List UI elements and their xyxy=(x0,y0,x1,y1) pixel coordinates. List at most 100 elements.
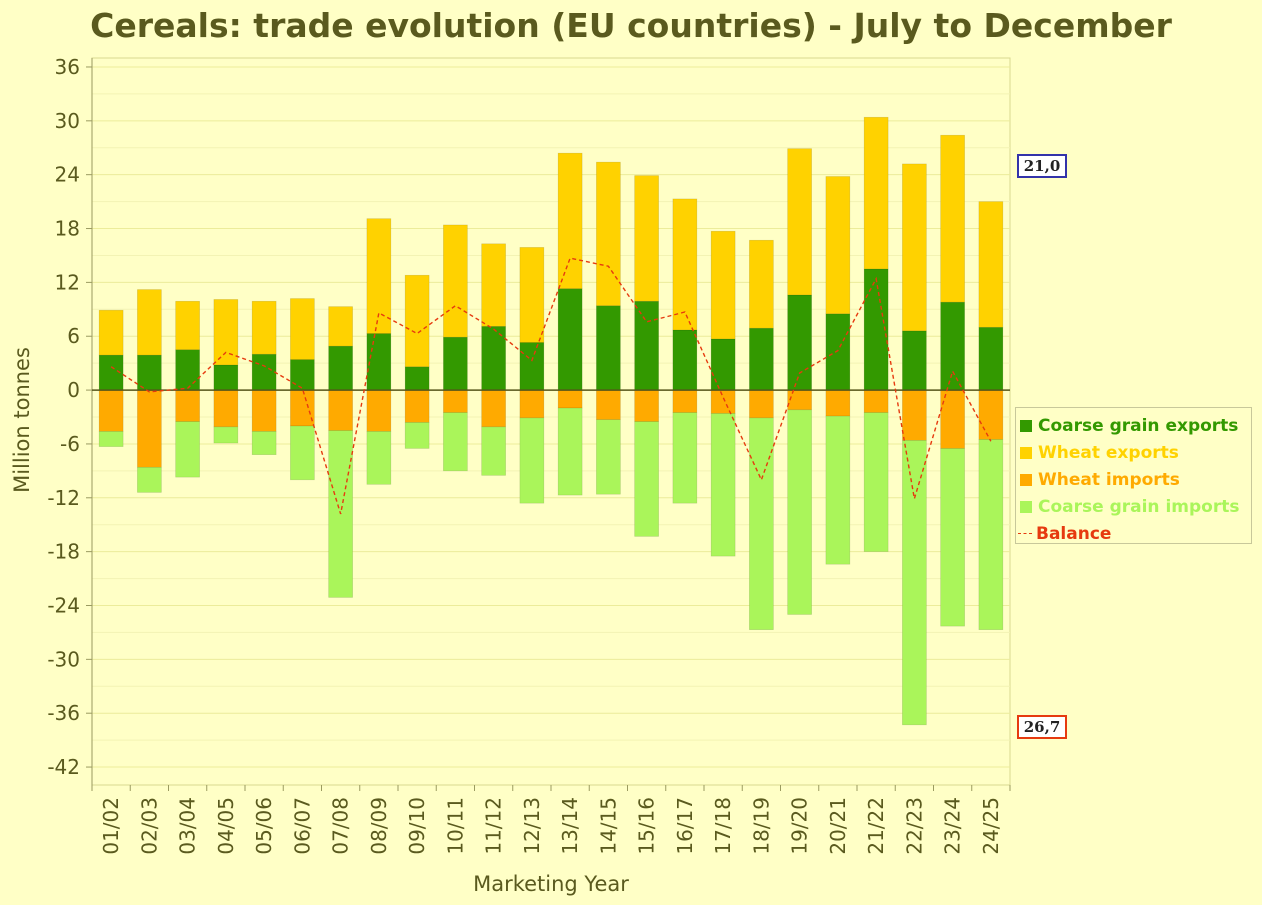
bar-wheat-imports xyxy=(863,389,889,413)
y-tick-label: -42 xyxy=(47,755,80,779)
bar-coarse-grain-exports xyxy=(634,300,659,391)
bar-wheat-exports xyxy=(902,163,927,332)
bar-wheat-imports xyxy=(978,389,1004,440)
bar-wheat-exports xyxy=(749,239,774,329)
legend-item-wheat-exports: Wheat exports xyxy=(1020,439,1251,466)
bar-coarse-grain-exports xyxy=(175,349,200,391)
x-tick-label: 06/07 xyxy=(290,797,314,855)
x-tick-label: 18/19 xyxy=(749,797,773,855)
bar-coarse-grain-imports xyxy=(481,426,506,476)
x-tick-label: 11/12 xyxy=(482,797,506,855)
bar-coarse-grain-exports xyxy=(596,305,621,391)
bar-coarse-grain-exports xyxy=(213,364,239,391)
y-tick-label: 6 xyxy=(67,324,80,348)
bar-wheat-exports xyxy=(634,175,659,302)
bar-coarse-grain-imports xyxy=(902,440,927,726)
chart-legend: Coarse grain exports Wheat exports Wheat… xyxy=(1015,407,1252,544)
bar-coarse-grain-imports xyxy=(634,421,659,537)
bar-coarse-grain-exports xyxy=(137,354,162,391)
legend-swatch-wheat-imports xyxy=(1020,473,1032,486)
legend-label-coarse-grain-exports: Coarse grain exports xyxy=(1038,415,1239,436)
bar-coarse-grain-exports xyxy=(366,333,392,391)
bar-coarse-grain-exports xyxy=(863,268,889,391)
bar-coarse-grain-imports xyxy=(251,431,277,456)
bar-wheat-imports xyxy=(519,389,545,419)
bar-wheat-imports xyxy=(672,389,698,413)
bar-coarse-grain-imports xyxy=(940,448,965,627)
bar-coarse-grain-imports xyxy=(787,409,812,615)
bar-coarse-grain-exports xyxy=(787,294,812,391)
balance-line xyxy=(110,257,992,515)
legend-label-coarse-grain-imports: Coarse grain imports xyxy=(1038,496,1240,517)
bar-coarse-grain-imports xyxy=(175,421,200,478)
bar-wheat-imports xyxy=(557,389,583,409)
bar-wheat-imports xyxy=(404,389,430,423)
bar-wheat-imports xyxy=(443,389,468,413)
bar-wheat-imports xyxy=(137,389,162,468)
bar-wheat-exports xyxy=(328,306,353,347)
bar-wheat-imports xyxy=(634,389,659,422)
bar-wheat-imports xyxy=(902,389,927,441)
bar-coarse-grain-imports xyxy=(825,415,851,565)
bar-coarse-grain-exports xyxy=(557,288,583,391)
y-tick-label: 36 xyxy=(55,55,80,79)
bar-wheat-imports xyxy=(710,389,736,414)
x-tick-label: 22/23 xyxy=(902,797,926,855)
bar-coarse-grain-imports xyxy=(672,412,698,504)
bar-coarse-grain-imports xyxy=(557,407,583,496)
bar-wheat-imports xyxy=(213,389,239,428)
bar-wheat-exports xyxy=(251,300,277,355)
bar-coarse-grain-imports xyxy=(749,417,774,631)
bar-wheat-imports xyxy=(481,389,506,428)
bar-coarse-grain-exports xyxy=(290,359,315,391)
bar-coarse-grain-imports xyxy=(978,439,1004,631)
bar-wheat-exports xyxy=(557,152,583,289)
y-tick-label: 0 xyxy=(67,378,80,402)
y-tick-label: 12 xyxy=(55,270,80,294)
y-tick-label: -36 xyxy=(47,701,80,725)
plot-area xyxy=(91,57,1011,786)
y-tick-label: -18 xyxy=(47,540,80,564)
bar-wheat-imports xyxy=(825,389,851,417)
y-tick-label: -30 xyxy=(47,647,80,671)
x-tick-label: 12/13 xyxy=(520,797,544,855)
x-tick-label: 07/08 xyxy=(329,797,353,855)
x-tick-label: 08/09 xyxy=(367,797,391,855)
x-tick-label: 05/06 xyxy=(252,797,276,855)
bar-coarse-grain-imports xyxy=(404,422,430,449)
x-tick-label: 02/03 xyxy=(137,797,161,855)
bar-coarse-grain-exports xyxy=(443,336,468,391)
bar-wheat-exports xyxy=(290,298,315,360)
x-tick-label: 14/15 xyxy=(596,797,620,855)
bar-coarse-grain-imports xyxy=(290,425,315,481)
x-tick-label: 13/14 xyxy=(558,797,582,855)
bar-coarse-grain-imports xyxy=(137,466,162,493)
bar-coarse-grain-exports xyxy=(251,353,277,391)
bar-coarse-grain-imports xyxy=(596,419,621,495)
x-tick-label: 21/22 xyxy=(864,797,888,855)
legend-item-balance: Balance xyxy=(1018,520,1251,547)
x-tick-label: 04/05 xyxy=(214,797,238,855)
x-tick-label: 17/18 xyxy=(711,797,735,855)
bar-coarse-grain-imports xyxy=(710,413,736,557)
bar-wheat-exports xyxy=(137,289,162,356)
bar-wheat-imports xyxy=(749,389,774,419)
bar-wheat-exports xyxy=(481,243,506,327)
bar-wheat-imports xyxy=(366,389,392,432)
x-tick-label: 23/24 xyxy=(941,797,965,855)
bar-wheat-imports xyxy=(940,389,965,449)
bar-coarse-grain-exports xyxy=(710,338,736,391)
y-tick-label: 24 xyxy=(55,163,80,187)
chart-title: Cereals: trade evolution (EU countries) … xyxy=(90,6,1172,45)
y-tick-label: 18 xyxy=(55,217,80,241)
legend-swatch-coarse-grain-exports xyxy=(1020,419,1032,432)
x-tick-label: 20/21 xyxy=(826,797,850,855)
bar-wheat-exports xyxy=(213,299,239,366)
bar-wheat-exports xyxy=(404,274,430,368)
bar-coarse-grain-imports xyxy=(98,431,124,447)
bar-coarse-grain-exports xyxy=(825,313,851,391)
bar-wheat-exports xyxy=(443,224,468,338)
bar-wheat-exports xyxy=(825,176,851,315)
y-tick-label: -12 xyxy=(47,486,80,510)
